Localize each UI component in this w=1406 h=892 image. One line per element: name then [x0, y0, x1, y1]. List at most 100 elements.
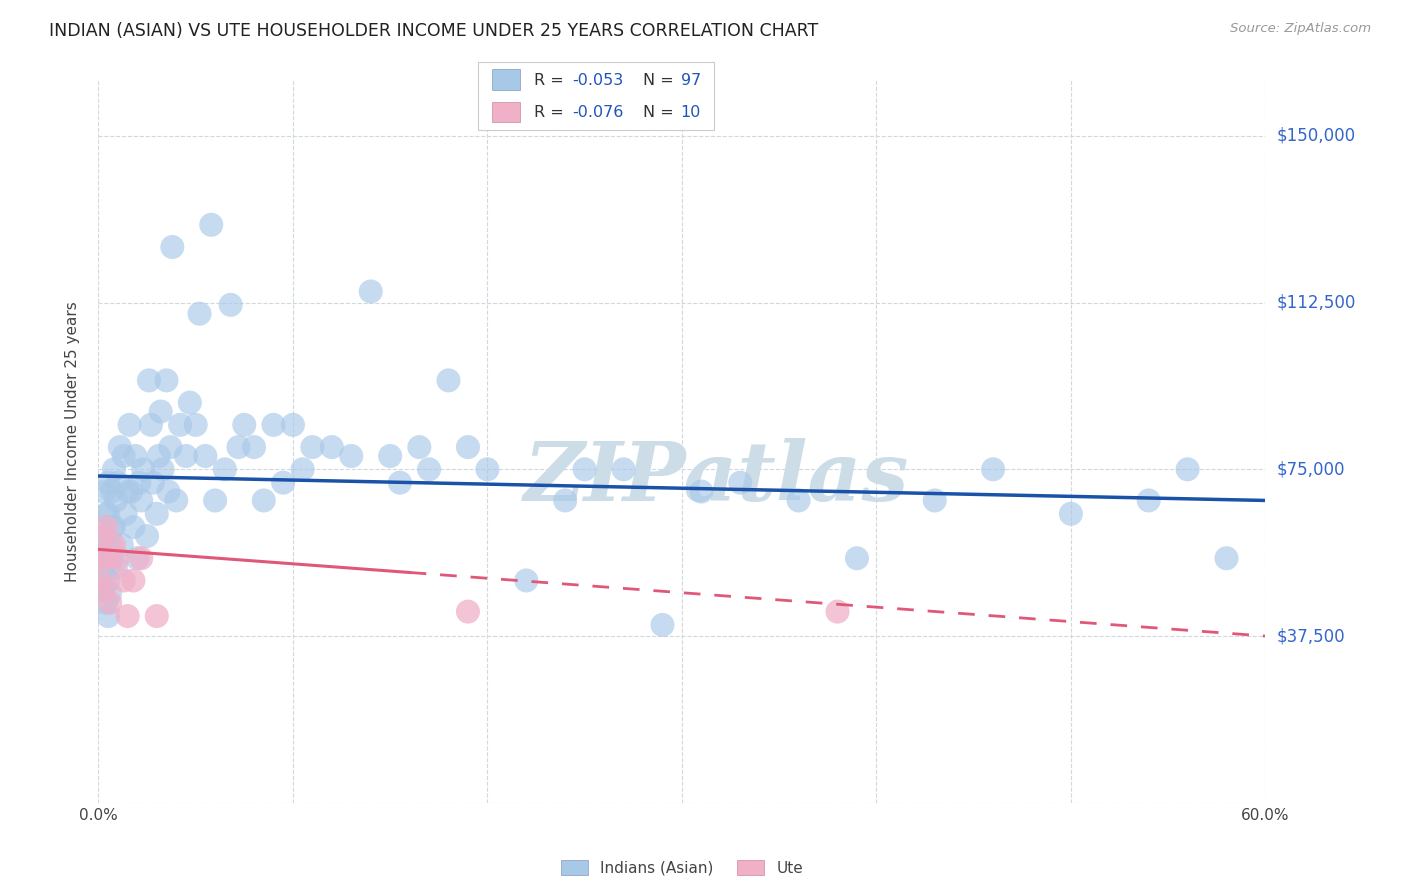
Point [136, 529, 159, 543]
Point [93, 484, 115, 499]
Point [104, 560, 127, 574]
Point [388, 475, 411, 490]
Y-axis label: Householder Income Under 25 years: Householder Income Under 25 years [65, 301, 80, 582]
Point [104, 493, 127, 508]
Point [827, 605, 849, 619]
Point [169, 417, 191, 432]
Point [243, 440, 266, 454]
Point [149, 404, 172, 418]
Point [846, 551, 869, 566]
Text: $37,500: $37,500 [1277, 627, 1346, 645]
Point [97, 507, 120, 521]
Point [157, 484, 180, 499]
Point [129, 551, 152, 566]
Point [97, 574, 120, 588]
Point [418, 462, 440, 476]
Point [253, 493, 276, 508]
Point [228, 440, 250, 454]
Point [204, 493, 226, 508]
Point [91, 529, 114, 543]
Text: -0.076: -0.076 [572, 105, 624, 120]
Point [981, 462, 1004, 476]
Point [200, 218, 222, 232]
Point [112, 449, 135, 463]
Point [91, 551, 114, 566]
Point [360, 285, 382, 299]
Text: $112,500: $112,500 [1277, 293, 1355, 311]
Point [97, 475, 120, 490]
Text: INDIAN (ASIAN) VS UTE HOUSEHOLDER INCOME UNDER 25 YEARS CORRELATION CHART: INDIAN (ASIAN) VS UTE HOUSEHOLDER INCOME… [49, 22, 818, 40]
Point [690, 484, 713, 499]
Point [219, 298, 242, 312]
Point [103, 462, 125, 476]
Point [457, 440, 479, 454]
Point [96, 520, 118, 534]
Point [107, 475, 129, 490]
Text: R =: R = [534, 105, 569, 120]
Point [117, 609, 139, 624]
Point [155, 373, 177, 387]
Point [146, 507, 169, 521]
Point [437, 373, 460, 387]
Point [146, 609, 169, 624]
Point [1215, 551, 1237, 566]
Text: $75,000: $75,000 [1277, 460, 1346, 478]
Point [93, 565, 115, 579]
Text: 97: 97 [681, 73, 700, 88]
Point [89, 574, 111, 588]
Text: N =: N = [643, 105, 679, 120]
Legend: Indians (Asian), Ute: Indians (Asian), Ute [554, 854, 810, 882]
Point [89, 538, 111, 552]
Point [91, 551, 114, 566]
Point [1137, 493, 1160, 508]
Point [96, 507, 118, 521]
Point [93, 529, 115, 543]
Point [214, 462, 236, 476]
Point [380, 449, 402, 463]
Point [93, 582, 115, 597]
Point [1060, 507, 1083, 521]
Point [118, 417, 141, 432]
Point [96, 596, 118, 610]
Point [271, 475, 294, 490]
Point [97, 551, 120, 566]
Point [301, 440, 323, 454]
Point [162, 240, 184, 254]
Point [1177, 462, 1199, 476]
Point [574, 462, 596, 476]
Point [103, 538, 125, 552]
Point [730, 475, 752, 490]
Point [103, 520, 125, 534]
Point [291, 462, 314, 476]
Text: R =: R = [534, 73, 569, 88]
Point [321, 440, 343, 454]
Point [101, 484, 124, 499]
Point [101, 551, 124, 566]
Point [554, 493, 576, 508]
Point [101, 520, 124, 534]
Point [194, 449, 217, 463]
Point [262, 417, 284, 432]
Point [132, 462, 155, 476]
Point [121, 484, 143, 499]
Point [139, 417, 162, 432]
Point [96, 551, 118, 566]
Point [148, 449, 170, 463]
Point [233, 417, 256, 432]
Point [108, 440, 131, 454]
Point [91, 582, 114, 597]
Point [98, 596, 121, 610]
Point [165, 493, 187, 508]
Point [122, 574, 145, 588]
Point [924, 493, 946, 508]
Point [97, 609, 120, 624]
Point [408, 440, 430, 454]
Text: -0.053: -0.053 [572, 73, 623, 88]
Point [281, 417, 304, 432]
Point [787, 493, 810, 508]
Point [651, 618, 673, 632]
Point [340, 449, 363, 463]
Point [127, 551, 149, 566]
Point [111, 538, 134, 552]
Point [477, 462, 499, 476]
